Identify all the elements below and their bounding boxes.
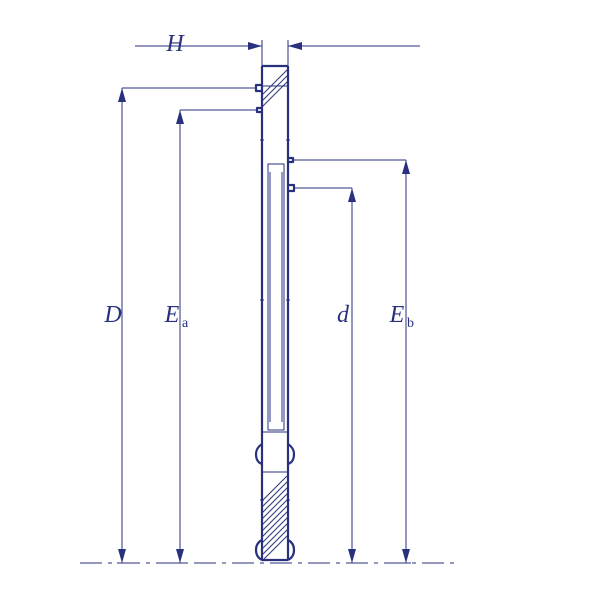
label-Eb: E — [389, 302, 405, 328]
label-d: d — [337, 302, 350, 328]
label-Eb-sub: b — [407, 316, 414, 331]
label-D: D — [103, 302, 121, 328]
label-H: H — [165, 31, 185, 57]
bearing-section-diagram: H D Ea d Eb — [0, 0, 600, 600]
label-Ea-sub: a — [182, 316, 189, 331]
label-Ea: E — [164, 302, 180, 328]
